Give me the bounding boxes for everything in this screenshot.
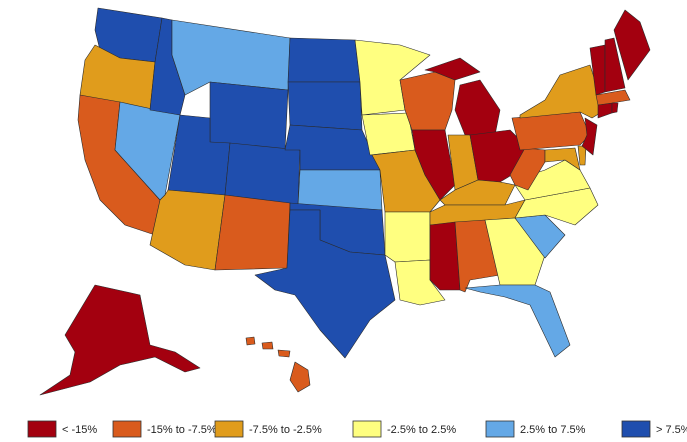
state [595, 89, 631, 106]
state [287, 37, 361, 83]
state [424, 57, 481, 81]
state [287, 81, 363, 131]
legend: < -15% -15% to -7.5% -7.5% to -2.5% -2.5… [27, 420, 687, 438]
state [581, 117, 598, 156]
state [149, 189, 226, 271]
state [613, 9, 651, 81]
state [289, 361, 311, 393]
state [254, 209, 396, 359]
state [171, 19, 291, 96]
state [245, 336, 256, 346]
state [209, 81, 289, 151]
legend-label: 2.5% to 7.5% [520, 424, 586, 436]
state [611, 102, 619, 114]
state [604, 37, 626, 93]
state [361, 112, 416, 156]
states [39, 7, 651, 396]
state [214, 194, 291, 271]
state [297, 169, 383, 211]
legend-label: -15% to -7.5% [147, 424, 217, 436]
state [577, 145, 587, 166]
legend-label: > 7.5% [656, 424, 687, 436]
state [384, 211, 431, 263]
state [224, 142, 301, 206]
state [464, 284, 571, 358]
legend-swatch [352, 420, 382, 438]
legend-label: -2.5% to 2.5% [387, 424, 456, 436]
legend-swatch [112, 420, 142, 438]
state [39, 284, 201, 396]
state [597, 102, 613, 119]
legend-swatch [214, 420, 244, 438]
legend-swatch [27, 420, 57, 438]
state [454, 79, 501, 136]
state [277, 349, 291, 358]
legend-label: -7.5% to -2.5% [249, 424, 322, 436]
state [484, 217, 546, 286]
legend-label: < -15% [62, 424, 97, 436]
state [261, 341, 274, 350]
state [519, 64, 606, 119]
legend-swatch [485, 420, 515, 438]
state [544, 147, 581, 171]
legend-swatch [621, 420, 651, 438]
